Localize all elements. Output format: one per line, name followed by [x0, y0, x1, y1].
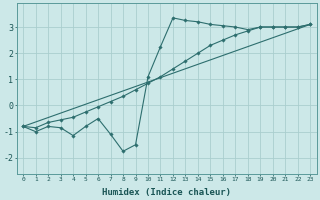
X-axis label: Humidex (Indice chaleur): Humidex (Indice chaleur) — [102, 188, 231, 197]
